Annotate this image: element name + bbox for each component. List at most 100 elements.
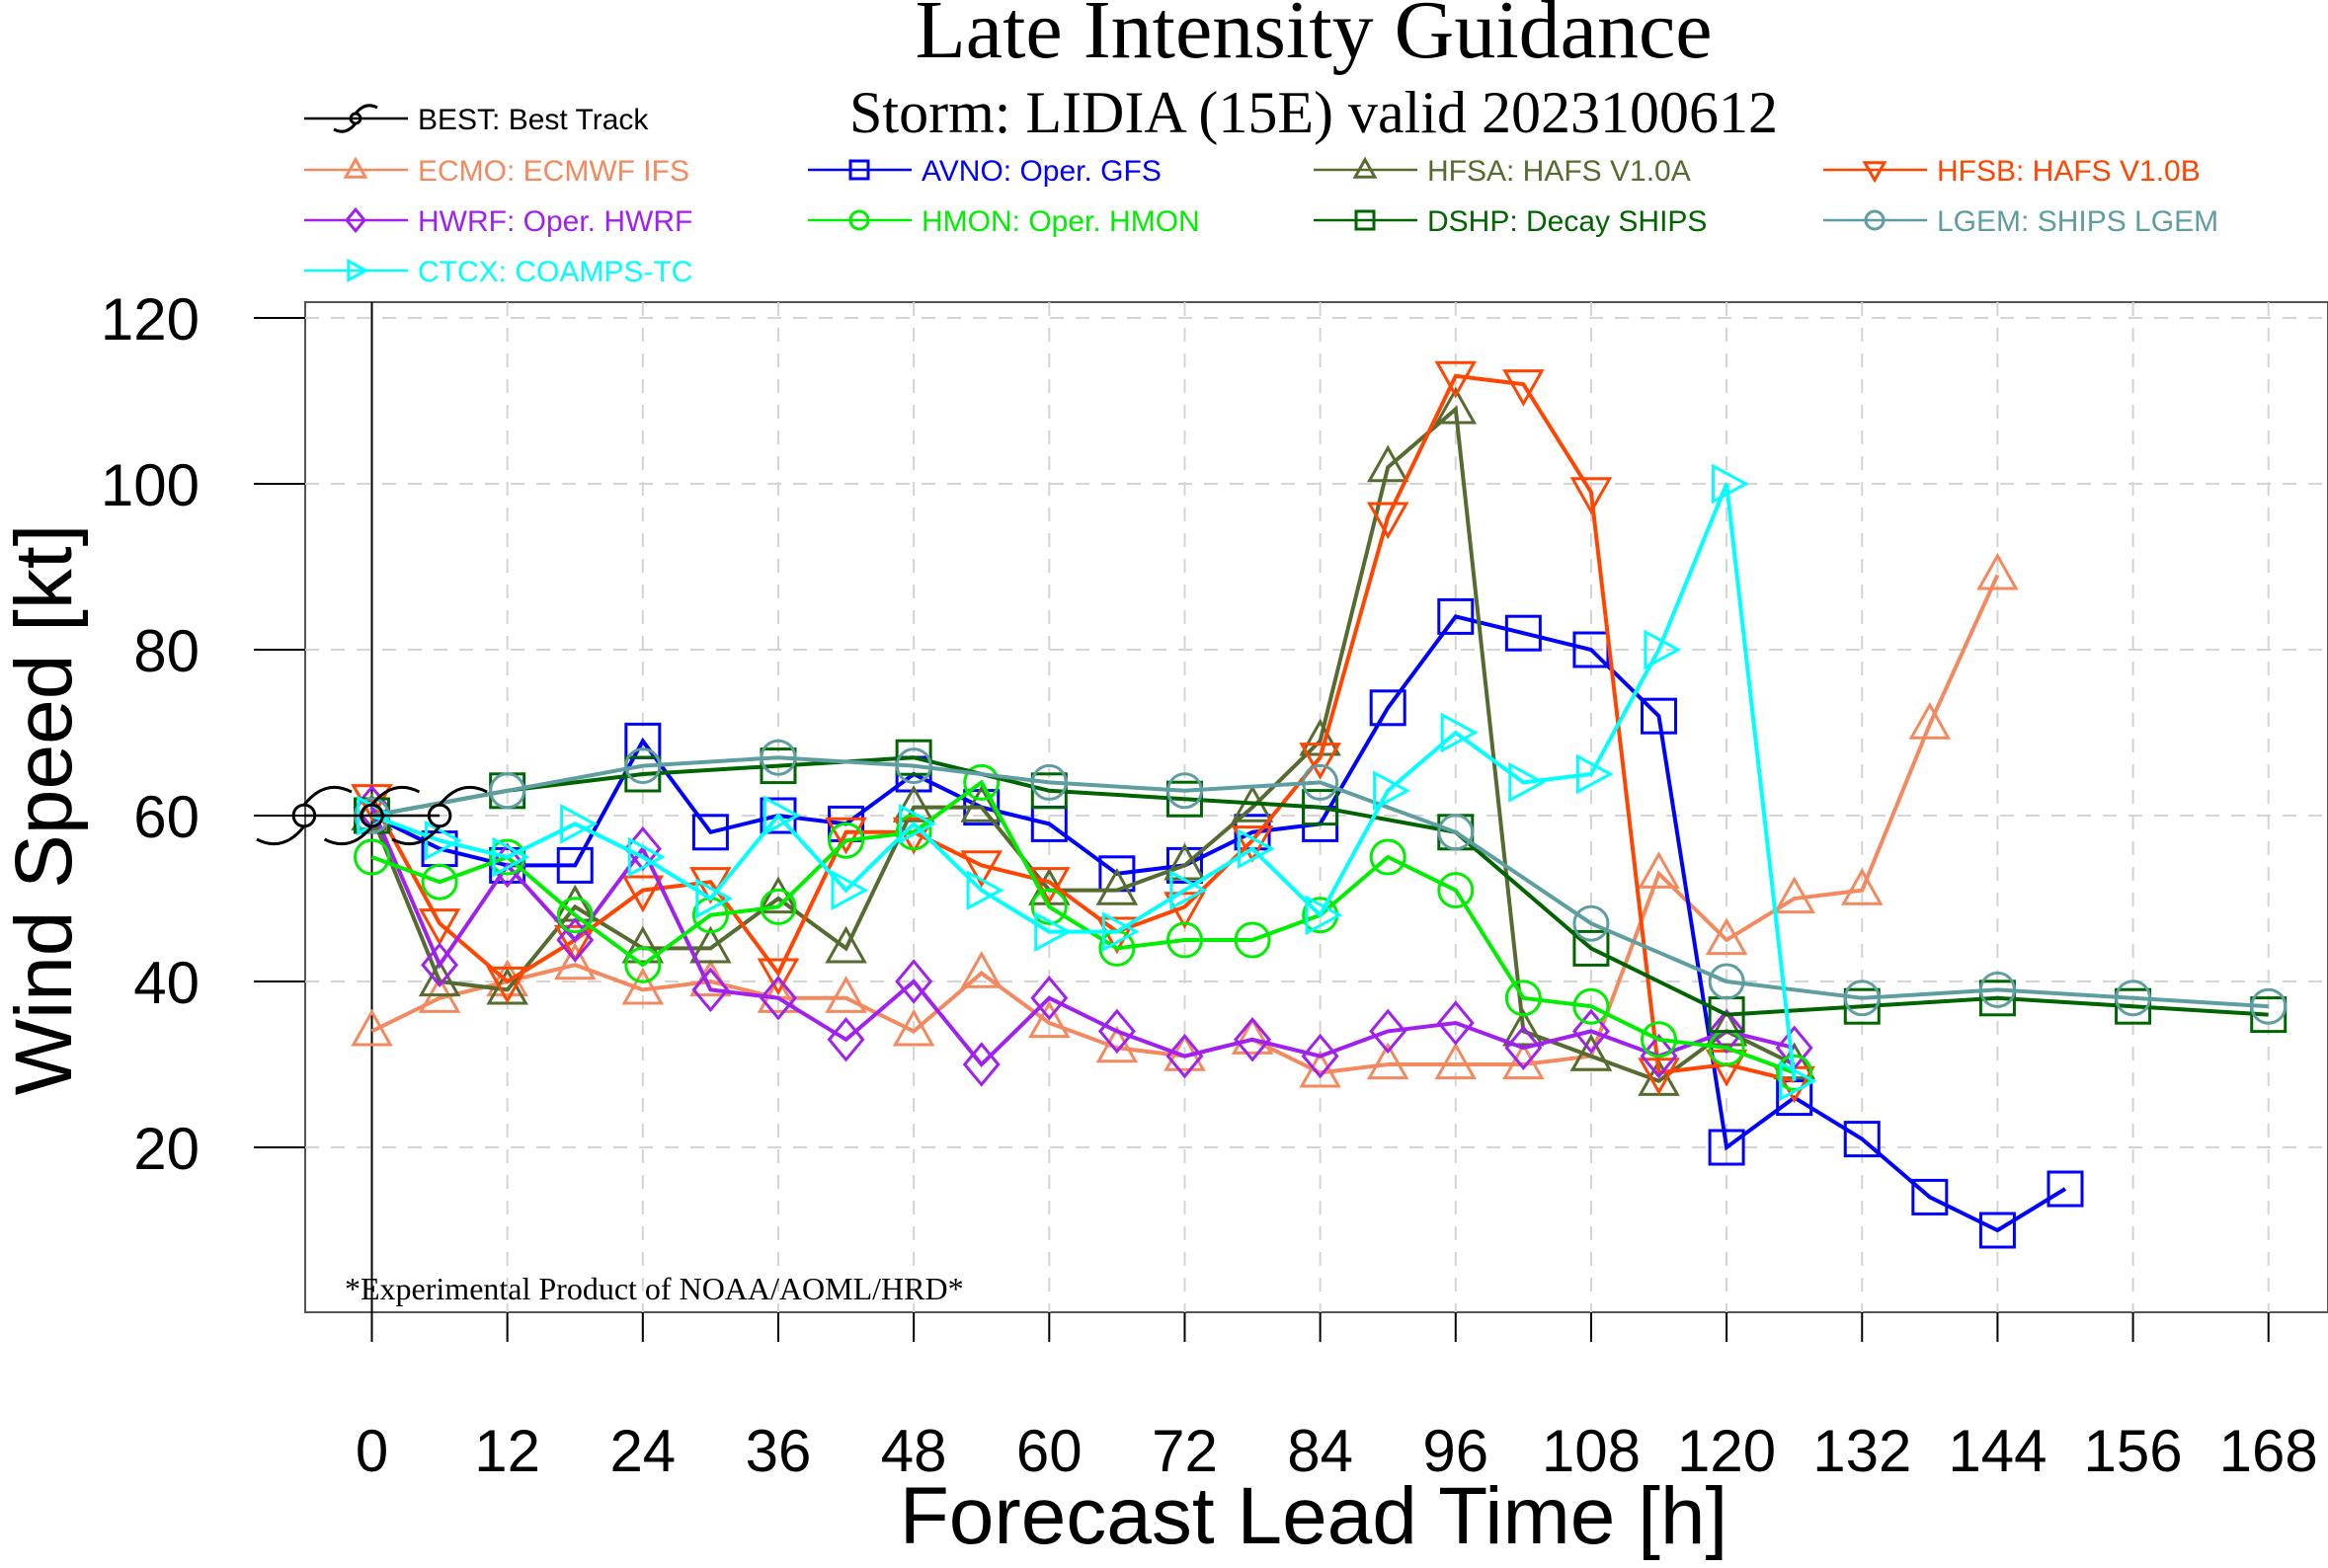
hwrf-line bbox=[369, 806, 1796, 1067]
ctcx-point bbox=[560, 804, 598, 844]
chart-subtitle: Storm: LIDIA (15E) valid 2023100612 bbox=[849, 80, 1778, 145]
legend-label: BEST: Best Track bbox=[418, 104, 649, 136]
ecmo-point bbox=[1773, 876, 1815, 914]
avno-point bbox=[691, 814, 729, 851]
dshp-point bbox=[1030, 772, 1068, 810]
hmon-point bbox=[1165, 921, 1203, 959]
hwrf-point bbox=[1030, 976, 1069, 1021]
hwrf-point bbox=[1436, 1000, 1475, 1046]
hmon-point bbox=[624, 946, 662, 983]
hmon-point bbox=[1504, 980, 1542, 1017]
hfsb-point bbox=[825, 817, 867, 855]
avno-point bbox=[1369, 689, 1406, 727]
lgem-point bbox=[2250, 987, 2288, 1025]
lgem-point bbox=[1572, 904, 1610, 942]
ctcx-point bbox=[1440, 712, 1479, 753]
ctcx-point bbox=[1508, 762, 1547, 803]
x-tick-label: 84 bbox=[1287, 1418, 1353, 1484]
lgem-point bbox=[1165, 772, 1203, 810]
ctcx-point bbox=[763, 795, 801, 836]
series-hfsa bbox=[351, 386, 1815, 1096]
dshp-point bbox=[624, 755, 662, 793]
hmon-point bbox=[354, 838, 390, 876]
ctcx-point bbox=[1779, 1060, 1817, 1102]
y-axis-label: Wind Speed [kt] bbox=[0, 524, 89, 1096]
dshp-point bbox=[895, 739, 932, 776]
legend-label: HWRF: Oper. HWRF bbox=[418, 205, 692, 238]
lgem-point bbox=[624, 747, 662, 785]
hmon-point bbox=[1369, 838, 1406, 876]
hfsa-point bbox=[825, 925, 867, 964]
ecmo-point bbox=[1434, 1042, 1478, 1080]
plot-frame bbox=[304, 301, 2328, 1313]
legend-label: HFSB: HAFS V1.0B bbox=[1937, 155, 2201, 188]
ctcx-point bbox=[627, 836, 666, 878]
ctcx-point bbox=[1644, 629, 1682, 670]
hmon-point bbox=[1641, 1021, 1678, 1058]
lgem-point bbox=[1302, 763, 1339, 801]
hfsb-point bbox=[1638, 1058, 1680, 1096]
dshp-line bbox=[371, 755, 2269, 1017]
hmon-point bbox=[1437, 872, 1475, 909]
legend-swatch-marker bbox=[1352, 156, 1378, 179]
hwrf-point bbox=[895, 959, 933, 1004]
avno-point bbox=[556, 846, 594, 884]
avno-point bbox=[1911, 1178, 1949, 1215]
y-tick-label: 80 bbox=[133, 618, 200, 684]
hmon-point bbox=[760, 888, 797, 925]
legend-item-hwrf: HWRF: Oper. HWRF bbox=[304, 205, 692, 238]
hwrf-point bbox=[1640, 1033, 1678, 1079]
ecmo-point bbox=[1976, 552, 2019, 590]
lgem-point bbox=[1708, 963, 1745, 1000]
hfsb-point bbox=[960, 850, 1003, 889]
x-tick-label: 72 bbox=[1152, 1418, 1218, 1484]
hmon-point bbox=[828, 822, 865, 859]
x-axis-label: Forecast Lead Time [h] bbox=[900, 1471, 1728, 1561]
legend-item-ctcx: CTCX: COAMPS-TC bbox=[304, 256, 692, 288]
series-layer bbox=[256, 360, 2288, 1249]
hwrf-point bbox=[1708, 1008, 1746, 1055]
x-tick-label: 60 bbox=[1016, 1418, 1083, 1484]
ecmo-point bbox=[351, 1008, 393, 1047]
legend-label: AVNO: Oper. GFS bbox=[922, 155, 1162, 188]
hfsb-point bbox=[1502, 369, 1545, 407]
hfsb-point bbox=[1028, 867, 1071, 904]
hfsb-point bbox=[1164, 892, 1206, 930]
y-tick-label: 20 bbox=[133, 1116, 200, 1182]
hmon-point bbox=[421, 863, 458, 901]
hfsb-point bbox=[1299, 743, 1341, 780]
x-tick-label: 132 bbox=[1812, 1418, 1911, 1484]
dshp-point bbox=[760, 747, 797, 785]
lgem-line bbox=[371, 755, 2269, 1009]
x-tick-label: 48 bbox=[881, 1418, 947, 1484]
ctcx-point bbox=[831, 870, 869, 910]
hfsa-point bbox=[892, 784, 935, 823]
ctcx-point bbox=[1169, 870, 1208, 910]
x-tick-label: 168 bbox=[2219, 1418, 2318, 1484]
hmon-point bbox=[963, 763, 1001, 801]
avno-point bbox=[1708, 1129, 1745, 1166]
hwrf-point bbox=[1369, 1008, 1407, 1055]
x-tick-label: 24 bbox=[609, 1418, 676, 1484]
legend-swatch-marker bbox=[1354, 209, 1376, 231]
hmon-point bbox=[1030, 888, 1068, 925]
ecmo-point bbox=[1705, 917, 1748, 956]
ecmo-point bbox=[1840, 867, 1884, 905]
y-tick-label: 60 bbox=[133, 784, 200, 850]
dshp-point bbox=[1978, 980, 2016, 1017]
lgem-point bbox=[760, 739, 797, 776]
legend-label: ECMO: ECMWF IFS bbox=[418, 155, 689, 188]
ctcx-point bbox=[1305, 895, 1343, 936]
ctcx-point bbox=[1373, 770, 1410, 812]
footnote: *Experimental Product of NOAA/AOML/HRD* bbox=[345, 1271, 964, 1306]
hwrf-point bbox=[421, 942, 459, 987]
hfsa-point bbox=[1434, 386, 1478, 425]
legend-label: HFSA: HAFS V1.0A bbox=[1427, 155, 1691, 188]
ecmo-point bbox=[1028, 1000, 1071, 1039]
ecmo-point bbox=[1231, 1017, 1274, 1055]
dshp-point bbox=[2250, 996, 2288, 1034]
dshp-point bbox=[1843, 987, 1881, 1025]
avno-point bbox=[1641, 697, 1678, 735]
x-tick-label: 96 bbox=[1422, 1418, 1488, 1484]
ecmo-point bbox=[960, 950, 1003, 988]
